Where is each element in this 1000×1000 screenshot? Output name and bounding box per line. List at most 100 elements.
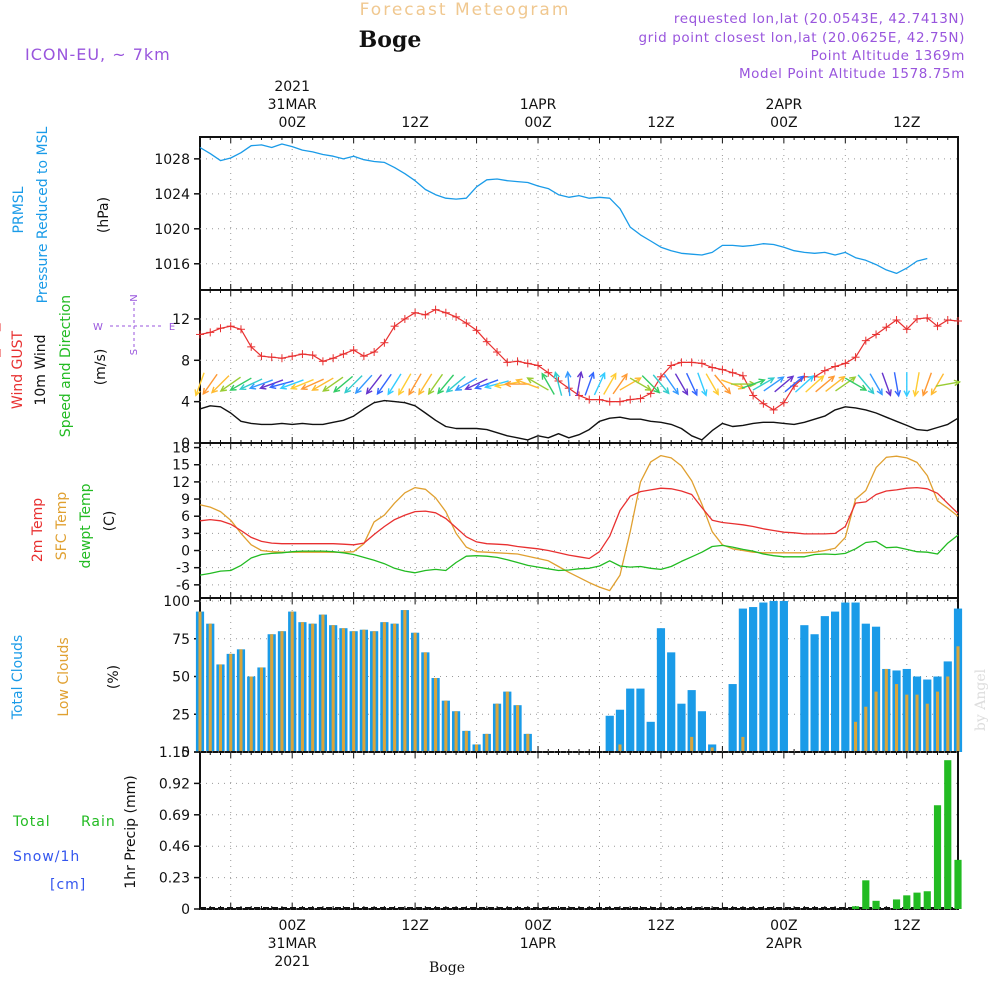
wind-arrow-shaft	[869, 373, 883, 395]
wind-unit: (m/s)	[93, 349, 109, 386]
temperature-ytick-label: 12	[172, 475, 190, 491]
compass-rose: N S W E	[93, 294, 175, 355]
wind-arrow	[663, 373, 679, 396]
wind-arrow-shaft	[774, 375, 794, 393]
wind-arrow	[437, 374, 455, 395]
wind-arrow-head	[644, 384, 653, 391]
panel-PRMSL: 1016 1020 1024 1028	[154, 136, 959, 291]
low-cloud-bar	[925, 703, 929, 752]
temperature-ytick-label: 0	[181, 544, 190, 560]
wind-arrow-head	[777, 376, 785, 383]
top-time-label: 12Z	[401, 115, 428, 131]
wind-arrow-shaft	[641, 375, 660, 394]
low-cloud-bar	[331, 625, 335, 752]
wind-arrow	[454, 377, 478, 391]
wind-arrow-head	[526, 377, 534, 384]
pressure-unit: (hPa)	[96, 197, 112, 233]
wind-arrow-shaft	[741, 379, 765, 389]
temperature-ytick-label: 3	[181, 526, 190, 542]
wind-arrow-shaft	[705, 373, 719, 395]
panel-precipitation: 0 0.23 0.46 0.69 0.92 1.15	[159, 745, 962, 918]
wind-arrow	[752, 377, 776, 391]
wind-arrow-shaft	[333, 375, 354, 393]
wind-arrow	[541, 372, 555, 395]
wind-arrow-head	[194, 389, 201, 397]
bottom-time-label: 2021	[274, 954, 310, 970]
PRMSL-ytick-label: 1020	[154, 222, 190, 238]
wind-arrow	[408, 373, 422, 396]
wind-arrow	[387, 373, 402, 396]
wind-arrow-head	[849, 376, 857, 383]
total-cloud-bar	[749, 607, 758, 752]
info-line-2: grid point closest lon,lat (20.0625E, 42…	[638, 30, 965, 46]
wind-arrow-shaft	[260, 379, 284, 389]
wind-arrow	[576, 370, 584, 397]
t2m-line	[199, 486, 959, 560]
low-cloud-bar	[895, 684, 899, 752]
wind-arrow	[815, 375, 836, 393]
wind-arrow	[427, 373, 444, 396]
PRMSL-frame	[199, 136, 959, 291]
wind-arrow	[584, 371, 595, 396]
wind-arrow-head	[621, 372, 628, 381]
precipitation-ytick-label: 0.23	[159, 871, 190, 887]
clouds-ytick-label: 50	[172, 670, 190, 686]
total-cloud-bar	[738, 608, 747, 752]
low-cloud-bar	[505, 691, 509, 752]
wind-arrow	[248, 379, 273, 390]
wind-arrow-head	[758, 378, 766, 385]
total-cloud-bar	[626, 688, 635, 752]
wind-arrow-head	[859, 384, 868, 391]
low-cloud-bar	[884, 668, 888, 752]
top-time-label: 12Z	[647, 115, 674, 131]
wind-arrow-head	[418, 388, 425, 396]
wind-arrow-shaft	[805, 375, 824, 393]
wind-arrow-head	[576, 370, 584, 379]
low-cloud-bar	[352, 631, 356, 752]
wind-arrow-head	[553, 370, 560, 379]
wind-arrow	[794, 375, 815, 393]
total-cloud-bar	[810, 634, 819, 752]
top-time-label: 00Z	[770, 115, 797, 131]
wind-arrow	[903, 372, 911, 398]
precip-bar	[923, 891, 931, 909]
time-axis-labels: 2021 31MAR 00Z 12Z 1APR 00Z 12Z 2APR 00Z 12Z 00Z 31…	[268, 79, 921, 970]
wind-arrow	[219, 376, 241, 392]
low-cloud-bar	[311, 623, 315, 752]
wind-arrow-shaft	[922, 372, 933, 396]
wind-arrow	[376, 373, 392, 396]
wind-arrow	[445, 375, 466, 393]
top-time-label: 12Z	[893, 115, 920, 131]
wind-arrow-shaft	[270, 380, 294, 388]
wind-gust-label: Wind GUST	[10, 330, 26, 409]
wind-arrow-shaft	[220, 376, 241, 392]
wind-arrow-shaft	[619, 377, 641, 391]
wind-arrow-head	[564, 370, 572, 378]
low-cloud-bar	[413, 632, 417, 752]
wind-arrow-head	[691, 388, 698, 397]
wind-arrow	[935, 379, 962, 387]
wind-arrow-shaft	[291, 378, 314, 390]
wind-ytick-label: 8	[181, 353, 190, 369]
low-cloud-bar	[464, 730, 468, 752]
wind-arrow-shaft	[465, 378, 488, 390]
wind-arrow-head	[610, 372, 617, 380]
total-cloud-bar	[667, 652, 676, 752]
temp-2m-label: 2m Temp	[30, 498, 46, 562]
low-cloud-bar	[434, 678, 438, 752]
wind-arrow	[300, 378, 324, 390]
wind-arrow	[652, 374, 670, 395]
clouds-ytick-label: 75	[172, 632, 190, 648]
wind-arrow	[464, 378, 488, 391]
info-line-4: Model Point Altitude 1578.75m	[739, 66, 965, 82]
low-cloud-bar	[874, 691, 878, 752]
wind-arrow	[912, 372, 920, 398]
wind-arrow	[893, 372, 902, 398]
wind-arrow-shaft	[784, 375, 804, 393]
wind-arrow-head	[921, 389, 929, 397]
wind-arrow-head	[817, 375, 825, 382]
total-cloud-bar	[759, 602, 768, 752]
wind-arrow	[603, 372, 617, 395]
wind-arrow-shaft	[629, 377, 652, 391]
wind-arrow-shaft	[576, 372, 582, 397]
